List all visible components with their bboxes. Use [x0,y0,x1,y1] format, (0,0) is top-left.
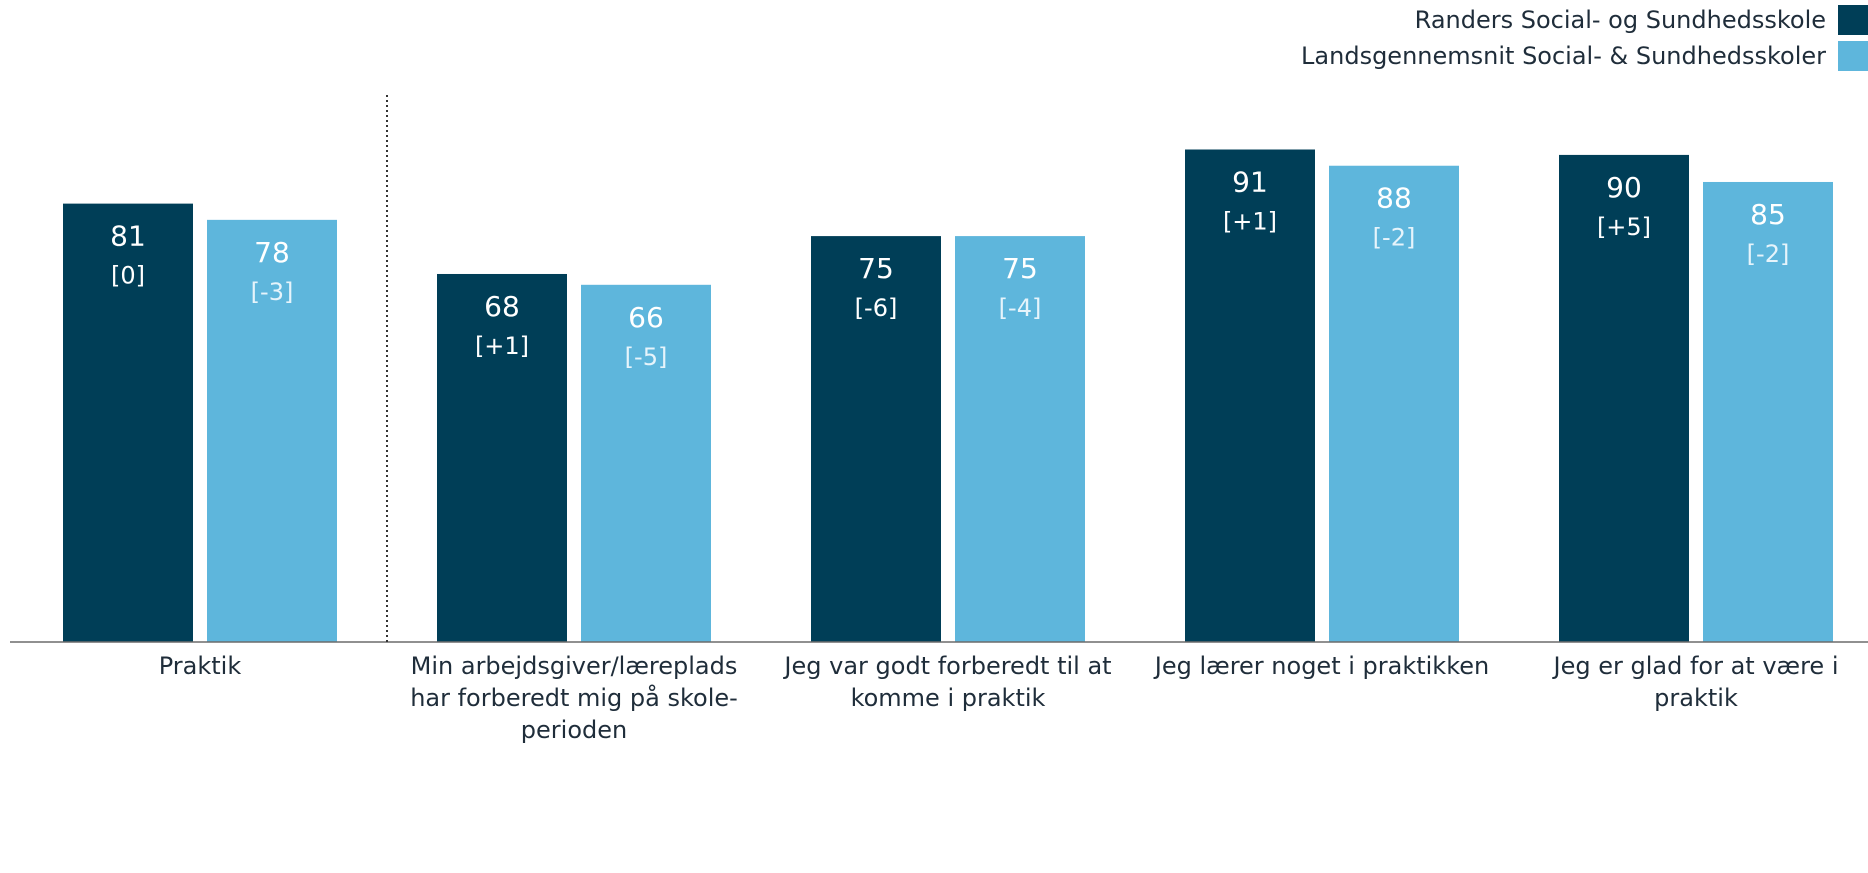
change-label-0-3: [+1] [1223,208,1277,236]
change-label-1-2: [-4] [999,294,1042,322]
legend-item-randers: Randers Social- og Sundhedsskole [1415,5,1868,35]
legend-label-randers: Randers Social- og Sundhedsskole [1414,6,1826,34]
bar-landsgennemsnit-1 [581,284,711,642]
category-label-line: praktik [1654,684,1738,712]
bar-randers-1 [437,273,567,642]
change-label-0-0: [0] [111,262,145,290]
value-label-1-1: 66 [628,301,664,334]
category-label-line: Jeg lærer noget i praktikken [1154,652,1490,680]
bars-layer [63,149,1833,643]
legend-label-landsgennemsnit: Landsgennemsnit Social- & Sundhedsskoler [1301,42,1826,70]
change-label-1-3: [-2] [1373,224,1416,252]
legend-item-landsgennemsnit: Landsgennemsnit Social- & Sundhedsskoler [1301,41,1868,71]
value-label-0-0: 81 [110,220,146,253]
bar-randers-2 [811,236,941,642]
bar-randers-4 [1559,154,1689,642]
bar-landsgennemsnit-2 [955,236,1085,642]
value-labels-layer: 81 [0] 78 [-3] 68 [+1] 66 [-5] 75 [-6] 75 [-4] 91 [+1… [110,166,1789,371]
category-label-line: har forberedt mig på skole- [410,684,738,712]
category-label-line: Jeg var godt forberedt til at [784,652,1112,680]
change-label-1-4: [-2] [1747,240,1790,268]
legend-swatch-landsgennemsnit [1838,41,1868,71]
bar-randers-3 [1185,149,1315,642]
value-label-0-4: 90 [1606,171,1642,204]
legend-swatch-randers [1838,5,1868,35]
change-label-0-1: [+1] [475,332,529,360]
bar-landsgennemsnit-4 [1703,181,1833,642]
bar-landsgennemsnit-0 [207,219,337,642]
value-label-0-2: 75 [858,252,894,285]
change-label-1-0: [-3] [251,278,294,306]
change-label-0-2: [-6] [855,294,898,322]
value-label-0-3: 91 [1232,166,1268,199]
category-label-4: Jeg er glad for at være i praktik [1526,650,1866,714]
value-label-0-1: 68 [484,290,520,323]
category-label-line: Jeg er glad for at være i [1553,652,1839,680]
category-label-1: Min arbejdsgiver/læreplads har forberedt … [404,650,744,746]
category-label-3: Jeg lærer noget i praktikken [1152,650,1492,682]
category-label-line: Praktik [158,652,242,680]
change-label-1-1: [-5] [625,343,668,371]
change-label-0-4: [+5] [1597,213,1651,241]
value-label-1-2: 75 [1002,252,1038,285]
bar-landsgennemsnit-3 [1329,165,1459,643]
value-label-1-3: 88 [1376,182,1412,215]
category-label-line: komme i praktik [850,684,1046,712]
bar-randers-0 [63,203,193,642]
category-label-line: Min arbejdsgiver/læreplads [410,652,738,680]
category-label-0: Praktik [30,650,370,682]
category-label-line: perioden [520,716,628,744]
value-label-1-4: 85 [1750,198,1786,231]
category-label-2: Jeg var godt forberedt til at komme i pra… [778,650,1118,714]
value-label-1-0: 78 [254,236,290,269]
